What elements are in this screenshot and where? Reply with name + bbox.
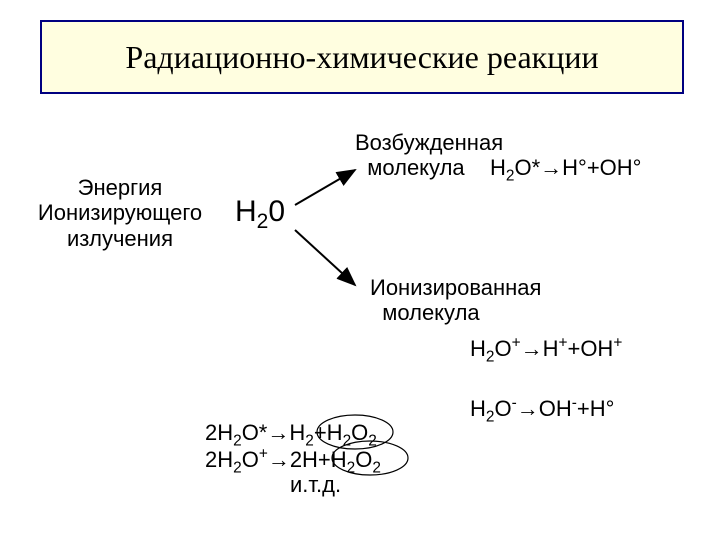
eq-excited: H2O*→H°+OH°: [490, 155, 641, 185]
eq-excited-text: H2O*→H°+OH°: [490, 155, 641, 180]
label-excited: Возбужденная молекула: [355, 130, 503, 181]
ionized-text: Ионизированная молекула: [370, 275, 541, 325]
arrow-to-ionized: [295, 230, 355, 285]
eq-ion2-text: H2O-→OH-+H°: [470, 396, 614, 421]
eq-ion1-text: H2O+→H++OH+: [470, 336, 622, 361]
h2o-text: Н20: [235, 195, 285, 228]
eq-side2-text: 2H2O+→2H+H2O2: [205, 447, 381, 472]
eq-side1-text: 2H2O*→H2+H2O2: [205, 420, 377, 445]
excited-text: Возбужденная молекула: [355, 130, 503, 180]
energy-text: ЭнергияИонизирующегоизлучения: [38, 175, 202, 251]
arrow-to-excited: [295, 170, 355, 205]
label-ionized: Ионизированная молекула: [370, 275, 541, 326]
label-energy-source: ЭнергияИонизирующегоизлучения: [30, 175, 210, 251]
title-box: Радиационно-химические реакции: [40, 20, 684, 94]
eq-ionized-1: H2O+→H++OH+: [470, 335, 622, 366]
center-molecule: Н20: [235, 195, 285, 234]
label-etc: и.т.д.: [290, 472, 341, 497]
page-title: Радиационно-химические реакции: [125, 39, 598, 76]
eq-ionized-2: H2O-→OH-+H°: [470, 395, 614, 426]
etc-text: и.т.д.: [290, 472, 341, 497]
